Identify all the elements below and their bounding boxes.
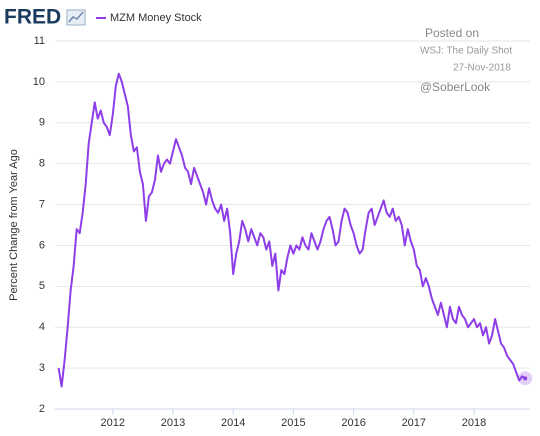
x-tick-label: 2016 xyxy=(341,417,365,429)
annotation: 27-Nov-2018 xyxy=(453,63,511,74)
y-tick-label: 9 xyxy=(39,117,45,129)
y-tick-label: 3 xyxy=(39,362,45,374)
annotation: Posted on xyxy=(425,26,479,40)
logo-icon xyxy=(66,9,86,26)
legend-label: MZM Money Stock xyxy=(110,12,202,24)
line xyxy=(57,72,526,388)
x-tick-label: 2017 xyxy=(402,417,426,429)
y-tick-label: 2 xyxy=(39,403,45,415)
annotation: WSJ: The Daily Shot xyxy=(420,46,512,57)
annotation: @SoberLook xyxy=(420,80,491,94)
y-tick-label: 10 xyxy=(33,76,45,88)
logo: FRED xyxy=(4,6,61,29)
y-tick-label: 4 xyxy=(39,321,45,333)
y-tick-label: 6 xyxy=(39,239,45,251)
y-tick-label: 5 xyxy=(39,280,45,292)
x-tick-label: 2013 xyxy=(161,417,185,429)
y-tick-label: 11 xyxy=(34,35,45,47)
y-axis-label: Percent Change from Year Ago xyxy=(8,149,20,301)
x-tick-label: 2018 xyxy=(462,417,486,429)
x-tick-label: 2014 xyxy=(221,417,245,429)
end-point xyxy=(523,376,528,381)
x-tick-label: 2012 xyxy=(101,417,125,429)
x-tick-label: 2015 xyxy=(281,417,305,429)
y-tick-label: 7 xyxy=(39,198,45,210)
y-tick-label: 8 xyxy=(39,158,45,170)
